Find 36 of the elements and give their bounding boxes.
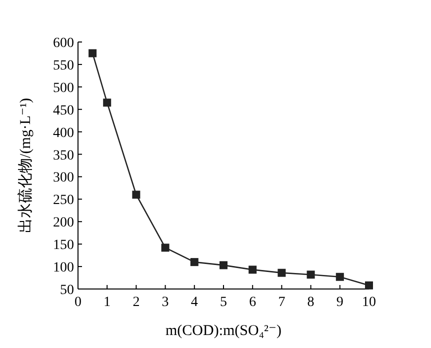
point <box>88 49 97 58</box>
point <box>220 261 228 270</box>
y-tick-label: 50 <box>60 283 74 298</box>
y-tick-label: 100 <box>53 260 74 276</box>
y-tick-label: 350 <box>53 148 74 164</box>
point <box>336 272 344 281</box>
y-tick-label: 250 <box>53 193 74 208</box>
x-tick-label: 10 <box>362 295 376 310</box>
x-tick-label: 4 <box>190 295 198 310</box>
x-axis-title: m(COD):m(SO₄²⁻) <box>166 323 282 339</box>
point <box>161 244 170 252</box>
y-tick-label: 300 <box>53 170 74 186</box>
y-tick-label: 550 <box>53 58 74 74</box>
x-tick-label: 8 <box>307 295 314 310</box>
y-tick-label: 600 <box>53 36 74 51</box>
x-tick-label: 9 <box>336 295 344 310</box>
x-tick-label: 2 <box>132 295 140 310</box>
x-tick-label: 0 <box>74 295 82 310</box>
y-axis-title: 出水硫化物/(mg·L⁻¹) <box>17 98 34 233</box>
y-tick-label: 450 <box>53 103 74 118</box>
point <box>132 190 140 199</box>
point <box>306 270 315 279</box>
x-tick-label: 6 <box>249 295 256 310</box>
x-tick-label: 1 <box>104 295 111 310</box>
point <box>365 281 373 290</box>
x-tick-label: 7 <box>278 295 286 310</box>
point <box>190 258 198 266</box>
y-tick-label: 150 <box>53 238 74 254</box>
point <box>103 98 112 107</box>
y-tick-label: 500 <box>53 80 74 96</box>
point <box>278 268 286 277</box>
x-tick-label: 5 <box>220 295 227 310</box>
point <box>248 266 257 274</box>
x-tick-label: 3 <box>162 295 169 310</box>
y-tick-label: 200 <box>53 216 74 231</box>
y-tick-label: 400 <box>53 126 74 141</box>
